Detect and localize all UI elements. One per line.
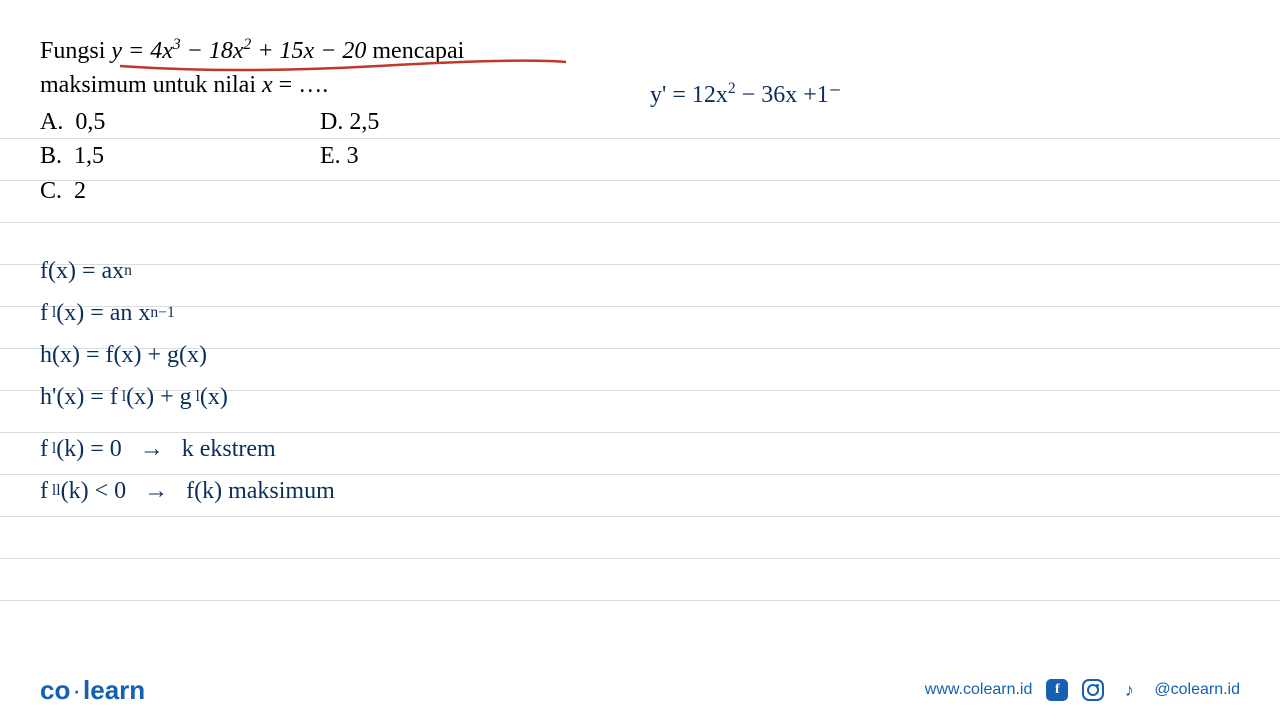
footer-url: www.colearn.id: [925, 681, 1033, 699]
footer: co·learn www.colearn.id f ♪ @colearn.id: [0, 660, 1280, 720]
facebook-icon: f: [1046, 679, 1068, 701]
rule-4: h'(x) = f l(x) + g l(x): [40, 376, 640, 418]
footer-right: www.colearn.id f ♪ @colearn.id: [925, 679, 1240, 701]
rule-3: h(x) = f(x) + g(x): [40, 334, 640, 376]
handwritten-derivative: y' = 12x2 − 36x +1⁻: [650, 80, 839, 109]
brand-left: co: [40, 675, 70, 705]
option-e: E. 3: [320, 140, 600, 172]
footer-handle: @colearn.id: [1154, 681, 1240, 699]
rule-6: f ll(k) < 0 → f(k) maksimum: [40, 470, 640, 512]
problem-line-1: Fungsi y = 4x3 − 18x2 + 15x − 20 mencapa…: [40, 34, 600, 67]
option-a: A. 0,5: [40, 106, 320, 138]
problem-pre: Fungsi: [40, 38, 111, 64]
rule-1: f(x) = axn: [40, 250, 640, 292]
brand-right: learn: [83, 675, 145, 705]
problem-equation: y = 4x3 − 18x2 + 15x − 20: [111, 38, 372, 64]
problem-line-2: maksimum untuk nilai x = ….: [40, 69, 600, 101]
tiktok-icon: ♪: [1118, 679, 1140, 701]
problem-post: mencapai: [372, 38, 464, 64]
instagram-icon: [1082, 679, 1104, 701]
option-b: B. 1,5: [40, 140, 320, 172]
rule-2: f l(x) = an xn−1: [40, 292, 640, 334]
option-d: D. 2,5: [320, 106, 600, 138]
options: A. 0,5 B. 1,5 C. 2 D. 2,5 E. 3: [40, 104, 600, 209]
problem-block: Fungsi y = 4x3 − 18x2 + 15x − 20 mencapa…: [40, 34, 600, 209]
option-c: C. 2: [40, 175, 320, 207]
rule-5: f l(k) = 0 → k ekstrem: [40, 428, 640, 470]
handwritten-rules: f(x) = axn f l(x) = an xn−1 h(x) = f(x) …: [40, 250, 640, 512]
brand-logo: co·learn: [40, 675, 145, 706]
